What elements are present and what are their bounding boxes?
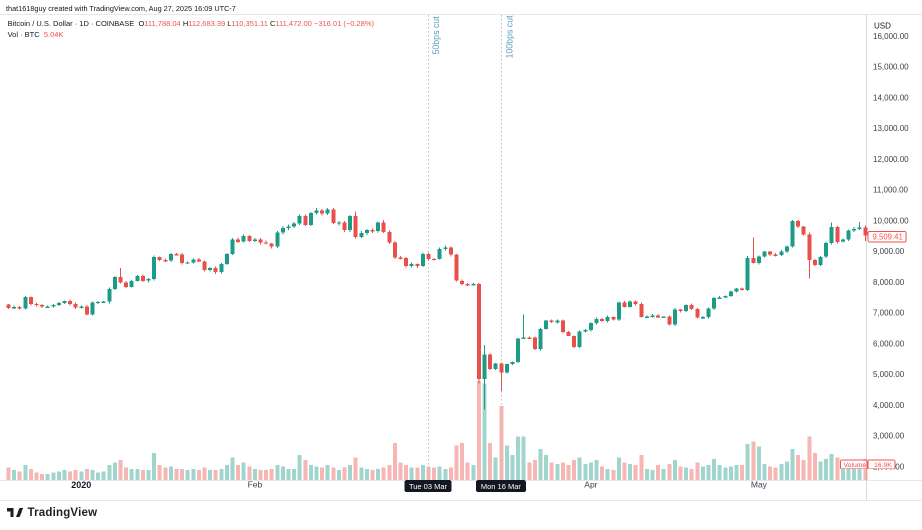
svg-text:Tue 03 Mar: Tue 03 Mar	[409, 482, 448, 491]
svg-text:15,000.00: 15,000.00	[873, 63, 909, 72]
svg-text:9,000.00: 9,000.00	[873, 247, 905, 256]
svg-text:5,000.00: 5,000.00	[873, 370, 905, 379]
svg-text:2020: 2020	[71, 480, 91, 490]
svg-text:Feb: Feb	[248, 480, 263, 490]
svg-text:11,000.00: 11,000.00	[873, 186, 909, 195]
svg-text:4,000.00: 4,000.00	[873, 401, 905, 410]
svg-text:16,000.00: 16,000.00	[873, 32, 909, 41]
svg-text:3,000.00: 3,000.00	[873, 432, 905, 441]
svg-text:Mon 16 Mar: Mon 16 Mar	[481, 482, 522, 491]
svg-text:that1618guy created with Tradi: that1618guy created with TradingView.com…	[6, 4, 236, 13]
svg-text:16.9K: 16.9K	[874, 462, 892, 469]
svg-text:6,000.00: 6,000.00	[873, 339, 905, 348]
svg-text:USD: USD	[874, 22, 891, 31]
svg-text:Bitcoin / U.S. Dollar · 1D · C: Bitcoin / U.S. Dollar · 1D · COINBASE O1…	[8, 19, 375, 28]
svg-text:7,000.00: 7,000.00	[873, 309, 905, 318]
svg-text:9,509.41: 9,509.41	[873, 233, 903, 242]
svg-text:100bps cut: 100bps cut	[505, 15, 515, 59]
svg-text:10,000.00: 10,000.00	[873, 216, 909, 225]
svg-text:12,000.00: 12,000.00	[873, 155, 909, 164]
svg-text:50bps cut: 50bps cut	[431, 16, 441, 55]
svg-text:Vol · BTC 5.04K: Vol · BTC 5.04K	[8, 30, 64, 39]
svg-text:TradingView: TradingView	[28, 507, 98, 519]
svg-text:14,000.00: 14,000.00	[873, 93, 909, 102]
svg-text:Apr: Apr	[584, 480, 597, 490]
svg-text:8,000.00: 8,000.00	[873, 278, 905, 287]
svg-text:May: May	[751, 480, 768, 490]
svg-text:Volume: Volume	[844, 462, 867, 469]
svg-text:13,000.00: 13,000.00	[873, 124, 909, 133]
